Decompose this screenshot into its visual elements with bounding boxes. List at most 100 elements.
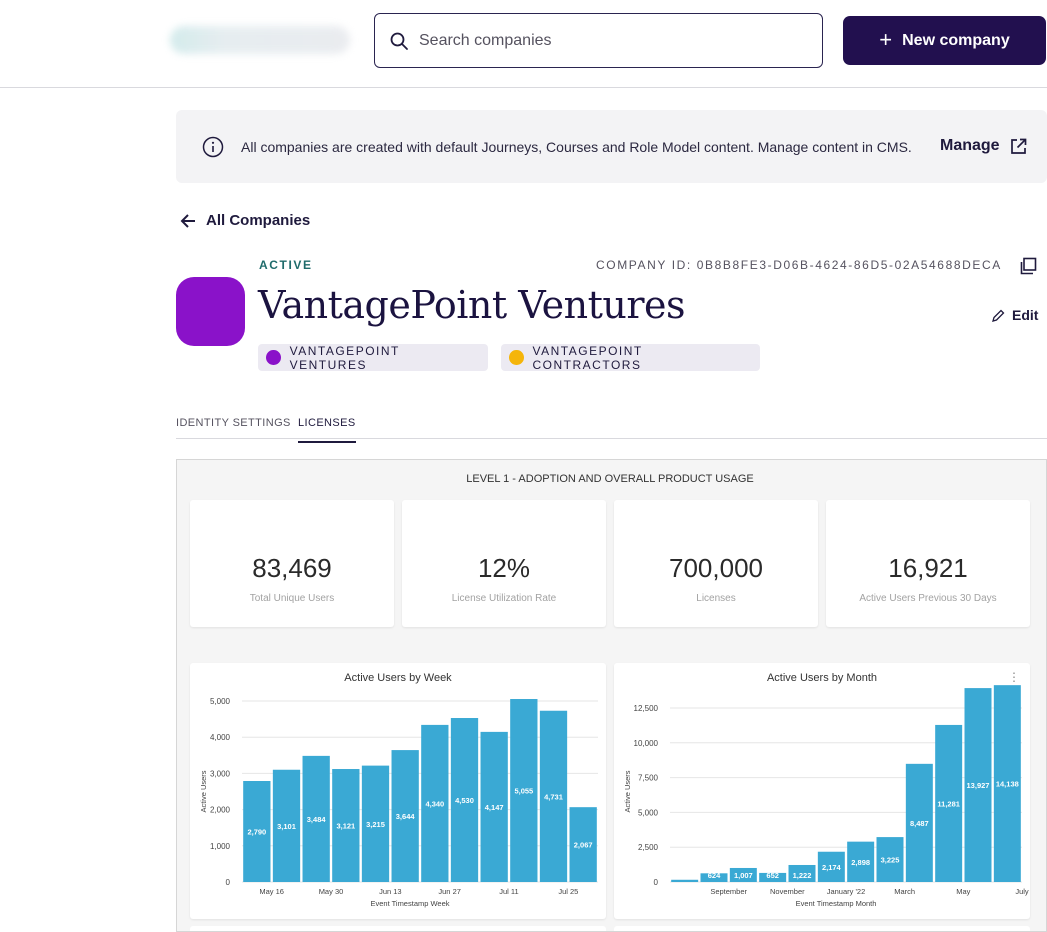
bar [272,769,301,882]
kpi-label: License Utilization Rate [451,593,557,604]
y-axis-title: Active Users [199,770,208,812]
chart-title: Active Users by Week [344,672,452,684]
plus-icon: + [879,26,893,52]
bar [759,872,787,882]
x-axis-title: Event Timestamp Week [370,899,449,908]
data-label: 4,530 [455,796,474,805]
data-label: 8,487 [910,819,929,828]
weekly-bar-chart: 0 1,000 2,000 3,000 4,000 5,000 2,790 3,101 3,48… [199,697,598,908]
x-tick-label: September [710,887,747,896]
y-tick-label: 0 [654,878,659,887]
data-label: 652 [766,871,779,880]
blurred-logo [170,26,350,54]
kpi-label: Active Users Previous 30 Days [859,593,997,604]
tab-bar: IDENTITY SETTINGS LICENSES [176,402,1047,443]
x-tick-label: March [894,887,915,896]
bar [817,851,845,882]
data-label: 2,898 [851,858,870,867]
bar [905,763,933,882]
data-label: 5,055 [514,787,533,796]
x-tick-label: Jun 27 [438,887,461,896]
y-tick-label: 7,500 [638,774,659,783]
y-tick-label: 0 [226,878,231,887]
data-label: 3,225 [881,856,900,865]
bar [510,699,538,882]
bar [361,765,390,882]
x-tick-label: November [770,887,805,896]
licenses-dashboard: LEVEL 1 - ADOPTION AND OVERALL PRODUCT U… [176,459,1047,932]
x-tick-label: July [1015,887,1029,896]
data-label: 4,731 [544,792,563,801]
search-box[interactable] [374,13,823,68]
copy-icon[interactable] [1019,257,1037,275]
kpi-value: 16,921 [888,553,968,583]
bar [539,710,568,882]
data-label: 2,790 [247,828,266,837]
kpi-value: 700,000 [669,553,763,583]
data-label: 11,281 [937,799,960,808]
monthly-bar-chart: 0 2,500 5,000 7,500 10,000 12,500 624 1,007 652 1… [623,685,1029,908]
new-company-button[interactable]: + New company [843,16,1046,65]
search-input[interactable] [419,31,799,50]
bar [391,750,419,882]
more-options-icon[interactable]: ⋮ [1008,670,1020,684]
company-avatar [176,277,245,346]
banner-message: All companies are created with default J… [241,139,912,155]
manage-link[interactable]: Manage [940,137,1027,155]
data-label: 14,138 [996,780,1019,789]
bar [729,867,757,882]
x-tick-label: January '22 [827,887,866,896]
data-label: 3,644 [396,812,416,821]
back-label: All Companies [206,212,311,229]
data-label: 3,101 [277,822,296,831]
x-axis-title: Event Timestamp Month [796,899,877,908]
top-bar: + New company [0,0,1047,88]
data-label: 3,121 [336,822,355,831]
company-id: COMPANY ID: 0B8B8FE3-D06B-4624-86D5-02A5… [596,258,1002,272]
kpi-tile: 700,000 Licenses [614,500,818,627]
data-label: 3,484 [307,815,327,824]
data-label: 2,067 [574,841,593,850]
data-label: 13,927 [967,781,990,790]
data-label: 4,340 [425,799,444,808]
data-label: 4,147 [485,803,504,812]
external-link-icon [1010,138,1026,154]
company-tag: VANTAGEPOINT VENTURES [258,344,488,372]
tag-dot-icon [266,350,281,365]
bar [876,837,904,882]
bar [243,781,271,882]
kpi-value: 12% [477,553,531,583]
bar [421,724,449,882]
tab-identity-settings[interactable]: IDENTITY SETTINGS [176,417,291,429]
y-tick-label: 3,000 [210,769,231,778]
y-tick-label: 1,000 [210,842,231,851]
bar [935,724,963,882]
y-tick-label: 12,500 [634,704,659,713]
y-tick-label: 5,000 [638,808,659,817]
bar [700,873,728,882]
data-label: 1,222 [793,871,812,880]
y-tick-label: 2,500 [638,843,659,852]
edit-button[interactable]: Edit [992,307,1038,323]
bar [569,807,597,882]
bar [993,685,1021,882]
x-tick-label: May 30 [319,887,344,896]
bar [480,731,508,882]
info-icon [202,136,224,158]
tab-licenses[interactable]: LICENSES [298,417,356,443]
x-tick-label: Jul 11 [499,887,518,896]
edit-label: Edit [1012,307,1039,323]
y-tick-label: 10,000 [634,739,659,748]
x-tick-label: May 16 [259,887,284,896]
data-label: 624 [708,871,721,880]
bar [332,769,360,882]
monthly-active-users-chart: Active Users by Month ⋮ 0 2,500 5,000 7,500… [614,663,1030,919]
kpi-value: 83,469 [252,553,332,583]
bar [302,755,330,882]
chart-card-placeholder [190,926,606,931]
tag-dot-icon [509,350,524,365]
x-tick-label: Jun 13 [379,887,402,896]
back-to-companies-link[interactable]: All Companies [180,212,310,229]
kpi-label: Total Unique Users [249,593,335,604]
bar [847,841,875,882]
